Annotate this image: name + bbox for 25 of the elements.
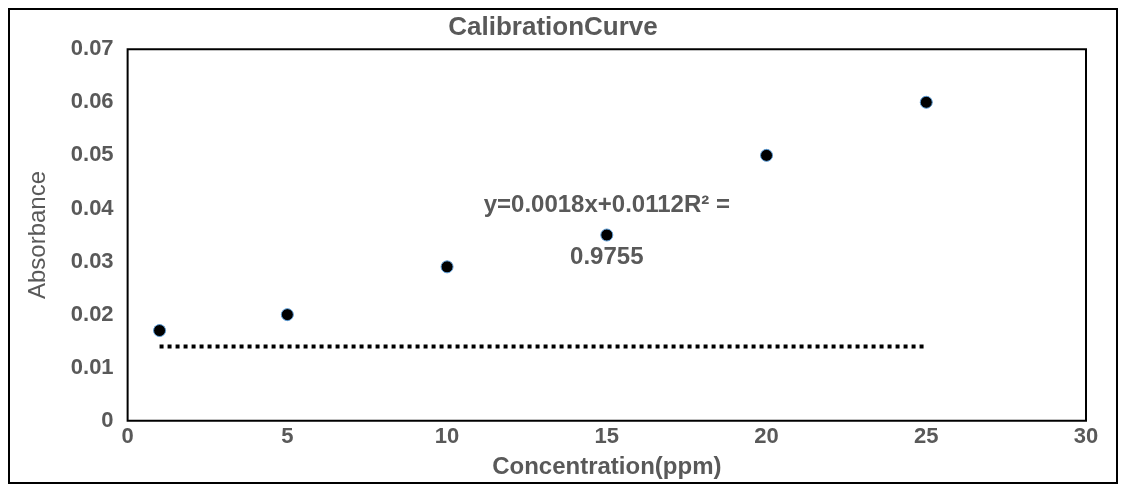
x-tick-label: 0	[121, 423, 134, 449]
y-tick-label: 0.03	[70, 247, 114, 273]
y-tick-label: 0	[101, 406, 114, 432]
y-tick-label: 0.06	[70, 88, 114, 114]
chart-title: CalibrationCurve	[448, 10, 658, 41]
y-tick-label: 0.04	[70, 194, 115, 220]
x-tick-label: 5	[281, 423, 294, 449]
y-tick-label: 0.07	[70, 35, 114, 61]
x-tick-label: 10	[434, 423, 460, 449]
point	[919, 95, 933, 109]
y-tick-label: 0.02	[70, 300, 114, 326]
point	[440, 260, 454, 274]
y-tick-label: 0.05	[70, 141, 114, 167]
point	[153, 324, 167, 338]
point	[600, 228, 614, 242]
y-axis-title: Absorbance	[23, 170, 51, 300]
annotation: y=0.0018x+0.0112R² = 0.9755	[483, 189, 730, 269]
y-tick-label: 0.01	[70, 353, 114, 379]
point	[760, 148, 774, 162]
x-tick-label: 20	[754, 423, 779, 449]
x-tick-label: 15	[594, 423, 620, 449]
x-tick-label: 30	[1073, 423, 1099, 449]
point	[280, 308, 294, 322]
x-tick-label: 25	[914, 423, 939, 449]
x-axis-title: Concentration(ppm)	[492, 452, 722, 480]
